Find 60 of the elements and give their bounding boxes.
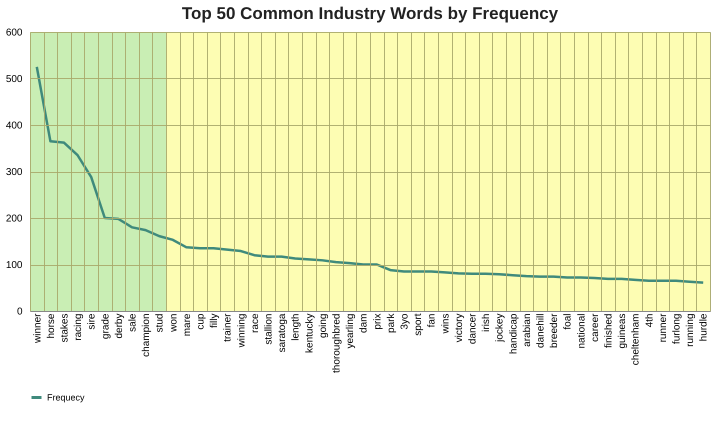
x-tick-label: breeder [549,312,560,348]
x-tick-label: hurdle [698,313,710,342]
x-tick-label: irish [481,314,492,332]
x-tick-label: handicap [508,313,520,354]
x-tick-label: kentucky [304,314,316,353]
line-series [36,66,704,284]
y-tick-label: 400 [6,120,23,132]
x-tick-label: horse [46,313,57,339]
x-tick-label: cheltenham [630,314,642,366]
x-tick-label: guineas [617,314,628,349]
x-tick-label: fan [426,314,438,328]
x-tick-label: jockey [494,314,506,343]
y-tick-label: 500 [6,74,23,85]
x-tick-label: park [386,312,397,333]
y-tick-label: 300 [6,167,23,178]
x-tick-label: arabian [522,314,533,347]
x-tick-label: sport [413,313,424,336]
x-tick-label: thoroughbred [332,314,342,373]
x-tick-label: length [290,314,302,341]
x-tick-label: danehill [536,314,546,348]
x-tick-label: cup [196,313,206,330]
x-tick-label: stallion [264,314,274,345]
x-tick-label: foal [562,314,574,330]
y-tick-label: 0 [16,306,23,318]
x-tick-label: derby [114,314,125,339]
x-tick-label: 4th [644,314,656,328]
x-tick-label: 3yo [400,313,410,330]
x-tick-label: running [685,314,696,347]
x-tick-label: furlong [672,314,682,344]
x-tick-label: race [250,313,261,333]
x-tick-label: yearling [345,314,356,349]
x-tick-label: stud [154,314,166,332]
y-tick-label: 600 [6,28,23,38]
x-tick-label: sire [86,313,98,330]
legend-label: Frequecy [47,392,86,402]
y-tick-label: 100 [6,260,23,271]
x-tick-label: trainer [222,312,234,342]
x-tick-label: finished [604,314,614,348]
x-tick-label: winner [32,312,44,344]
x-tick-label: racing [73,314,84,341]
x-tick-label: runner [658,312,669,342]
x-tick-label: prix [372,314,384,330]
x-tick-label: career [590,312,601,342]
x-tick-label: national [576,314,588,349]
x-tick-label: won [168,314,180,333]
y-tick-label: 200 [6,214,23,224]
x-tick-label: sale [128,313,138,332]
x-tick-label: dam [358,314,370,333]
x-tick-label: going [318,314,329,338]
x-tick-label: champion [141,314,152,357]
x-tick-label: stakes [60,314,70,342]
x-tick-label: winning [236,314,248,348]
x-tick-label: filly [209,314,220,328]
x-tick-label: saratoga [277,313,288,352]
x-tick-label: mare [182,313,193,336]
x-tick-label: wins [440,314,452,335]
x-tick-label: victory [454,314,465,342]
x-tick-label: grade [100,313,112,340]
x-tick-label: dancer [468,312,478,344]
chart-title: Top 50 Common Industry Words by Frequency [182,4,559,23]
